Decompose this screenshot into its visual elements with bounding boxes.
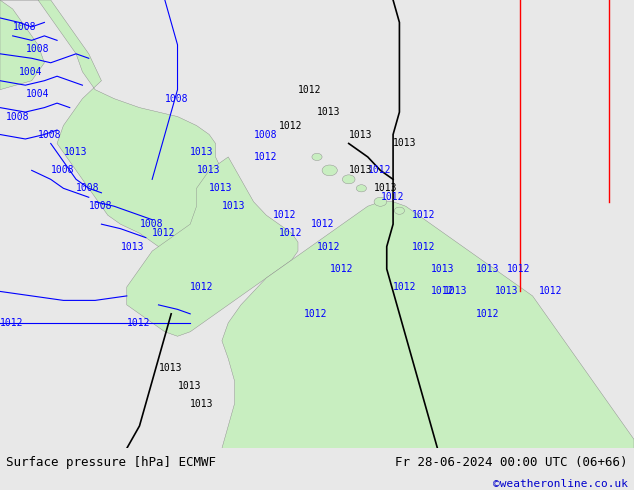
Text: 1013: 1013 [120,242,144,251]
Text: 1013: 1013 [197,165,220,175]
Text: 1012: 1012 [412,210,436,220]
Text: 1012: 1012 [431,287,455,296]
Text: 1012: 1012 [254,152,277,162]
Text: 1013: 1013 [190,398,214,409]
Text: 1008: 1008 [254,129,277,140]
Text: 1013: 1013 [222,201,245,211]
Circle shape [374,197,387,206]
Text: 1013: 1013 [63,147,87,157]
Text: 1013: 1013 [393,139,417,148]
Polygon shape [222,202,634,448]
Text: 1008: 1008 [6,112,30,122]
Text: 1013: 1013 [178,381,201,391]
Text: 1012: 1012 [273,210,296,220]
Text: 1004: 1004 [19,67,42,77]
Text: 1004: 1004 [25,89,49,99]
Text: 1012: 1012 [279,228,302,238]
Text: 1013: 1013 [495,287,518,296]
Text: 1008: 1008 [76,183,100,194]
Text: 1012: 1012 [539,287,562,296]
Text: 1012: 1012 [311,219,334,229]
Text: 1013: 1013 [431,264,455,274]
Text: 1008: 1008 [38,129,61,140]
Text: 1012: 1012 [412,242,436,251]
Text: 1008: 1008 [165,94,188,104]
Text: 1008: 1008 [25,44,49,54]
Text: 1012: 1012 [330,264,353,274]
Circle shape [356,185,366,192]
Text: 1012: 1012 [279,121,302,130]
Text: 1012: 1012 [380,192,404,202]
Text: Surface pressure [hPa] ECMWF: Surface pressure [hPa] ECMWF [6,456,216,469]
Text: 1013: 1013 [374,183,398,194]
Text: 1008: 1008 [139,219,163,229]
Circle shape [342,175,355,184]
Text: 1013: 1013 [444,287,467,296]
Text: 1012: 1012 [190,282,214,292]
Text: 1012: 1012 [368,165,391,175]
Text: 1012: 1012 [317,242,340,251]
Text: 1013: 1013 [349,165,372,175]
Polygon shape [127,157,298,336]
Text: 1012: 1012 [393,282,417,292]
Text: 1012: 1012 [152,228,176,238]
Text: 1012: 1012 [507,264,531,274]
Text: 1008: 1008 [13,22,36,32]
Circle shape [312,153,322,161]
Circle shape [322,165,337,176]
Text: 1013: 1013 [349,129,372,140]
Text: 1013: 1013 [209,183,233,194]
Text: 1013: 1013 [190,147,214,157]
Text: 1012: 1012 [298,85,321,95]
Polygon shape [0,0,235,256]
Text: 1012: 1012 [476,309,499,319]
Text: 1013: 1013 [476,264,499,274]
Text: 1008: 1008 [51,165,74,175]
Text: 1012: 1012 [304,309,328,319]
Text: 1012: 1012 [127,318,150,328]
Text: ©weatheronline.co.uk: ©weatheronline.co.uk [493,479,628,489]
Circle shape [394,207,404,214]
Text: 1013: 1013 [317,107,340,117]
Text: 1013: 1013 [158,363,182,373]
Polygon shape [0,0,44,90]
Text: 1008: 1008 [89,201,112,211]
Text: 1012: 1012 [0,318,23,328]
Text: Fr 28-06-2024 00:00 UTC (06+66): Fr 28-06-2024 00:00 UTC (06+66) [395,456,628,469]
